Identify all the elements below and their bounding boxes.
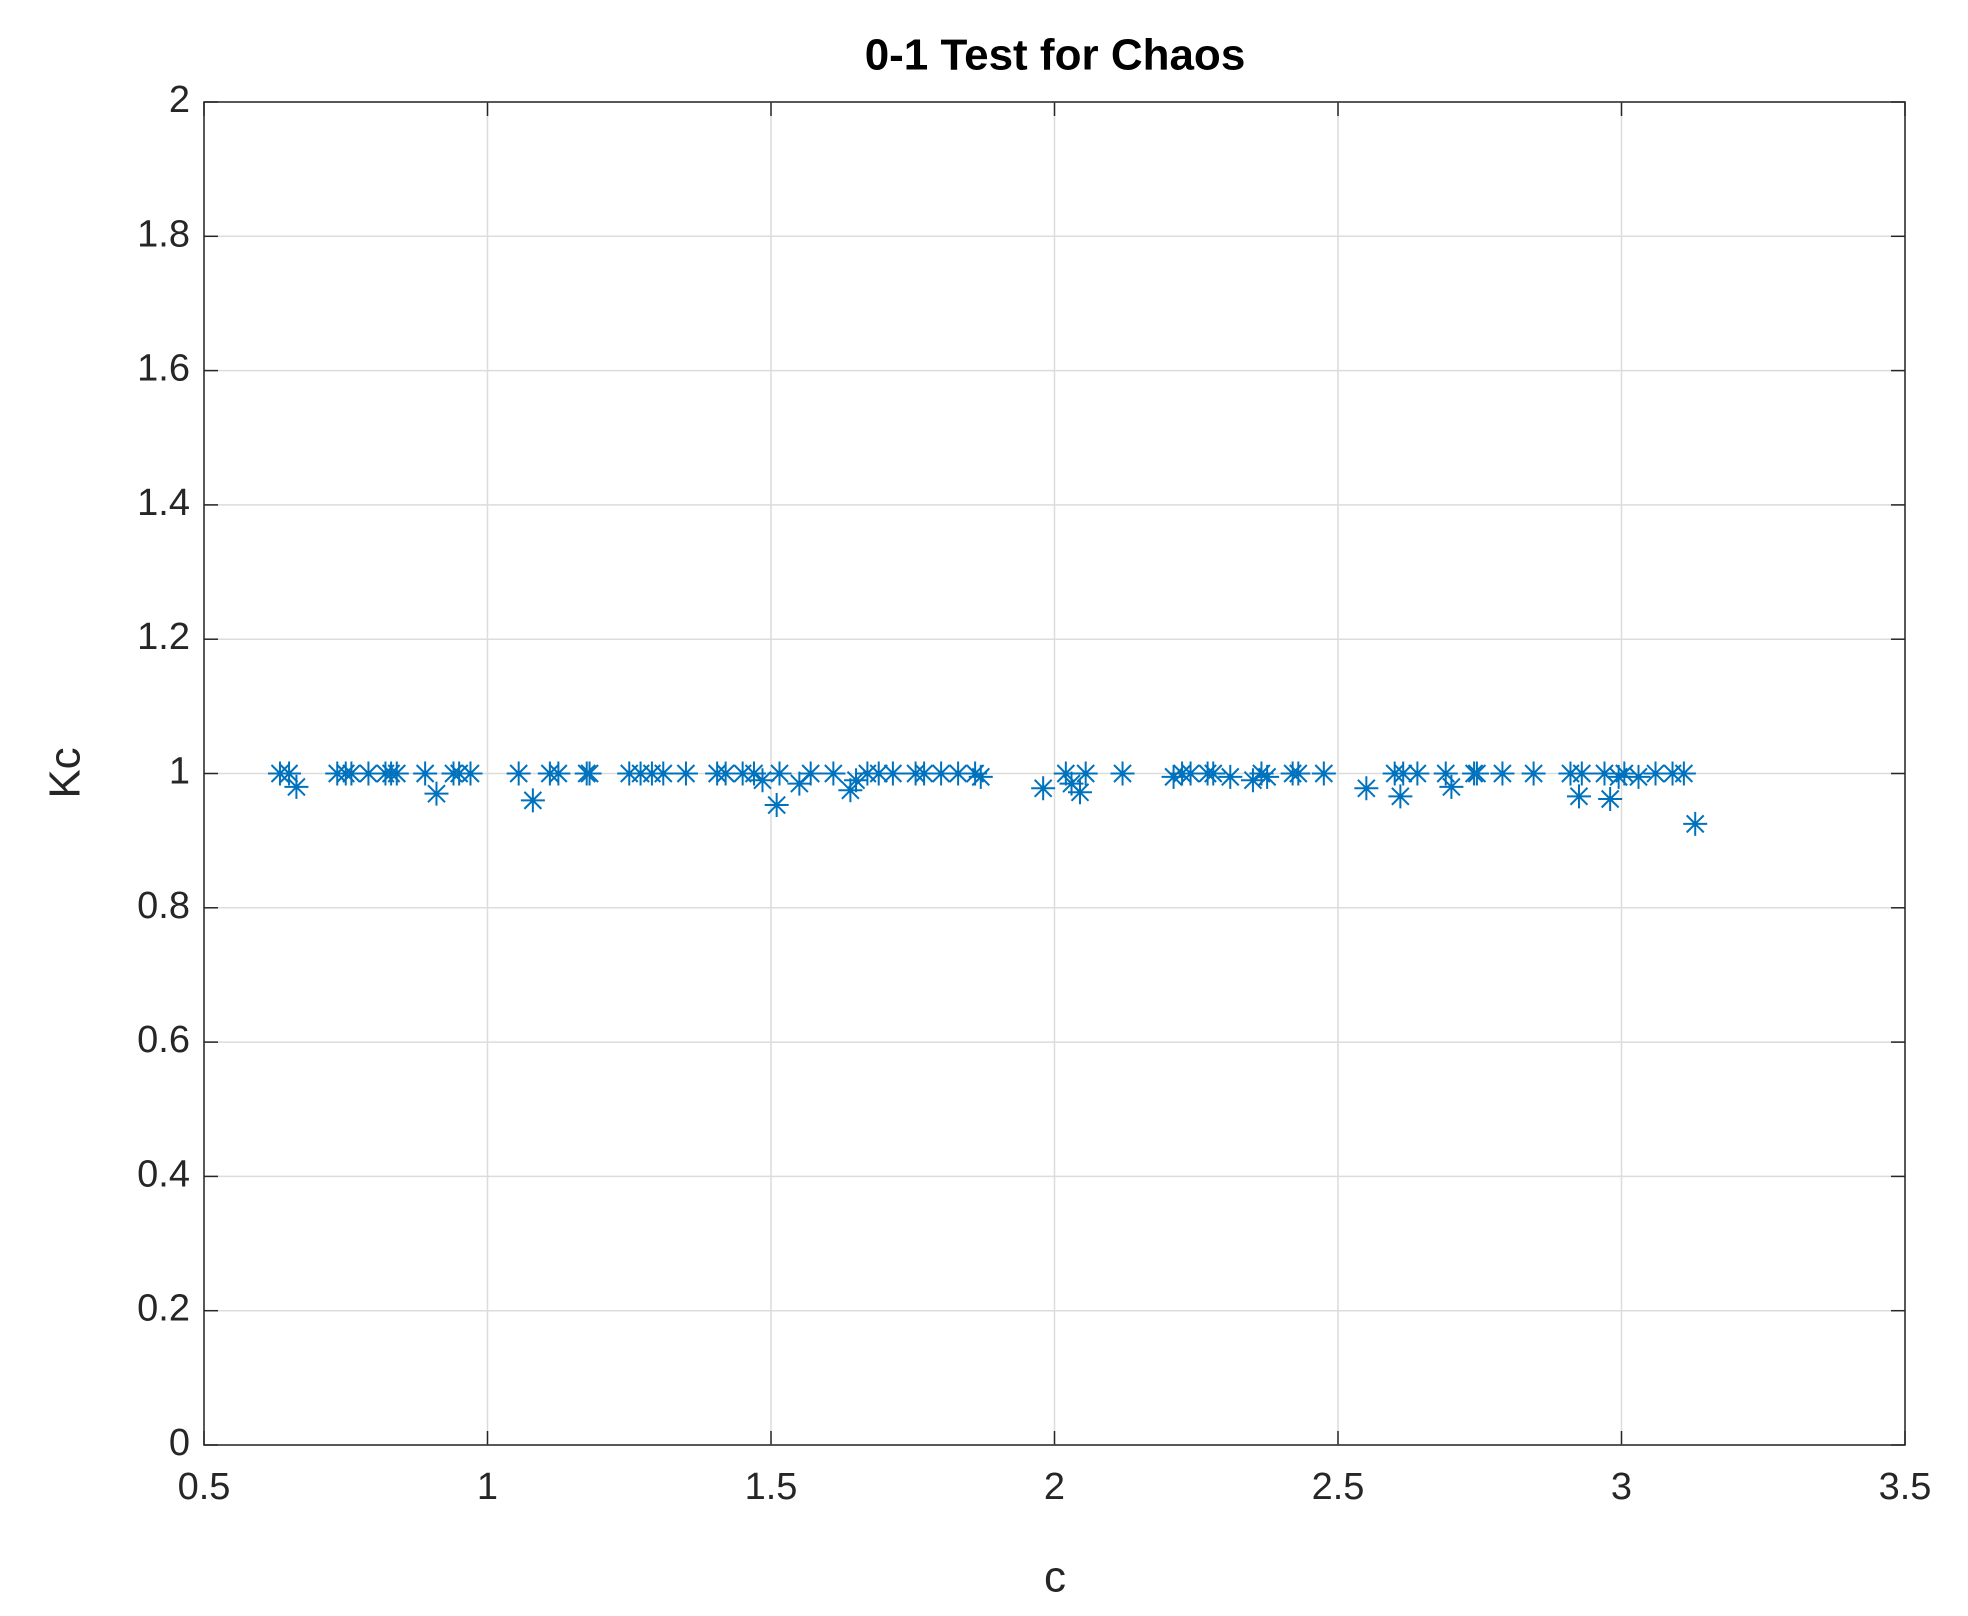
- point: [673, 761, 698, 786]
- point: [764, 793, 789, 818]
- point: [1161, 764, 1186, 789]
- point: [1354, 776, 1379, 801]
- point: [413, 761, 438, 786]
- point: [277, 761, 302, 786]
- point: [1439, 774, 1464, 799]
- y-tick-label: 1.2: [137, 616, 190, 658]
- point: [1566, 784, 1591, 809]
- point: [787, 771, 812, 796]
- x-tick-label: 3.5: [1879, 1466, 1932, 1508]
- y-tick-label: 0: [169, 1422, 190, 1464]
- point: [520, 788, 545, 813]
- point: [356, 761, 381, 786]
- point: [1053, 761, 1078, 786]
- point: [1286, 761, 1311, 786]
- point: [1178, 761, 1203, 786]
- point: [1391, 761, 1416, 786]
- point: [1521, 761, 1546, 786]
- point: [1201, 761, 1226, 786]
- point: [1598, 787, 1623, 812]
- point: [506, 761, 531, 786]
- point: [1433, 761, 1458, 786]
- point: [750, 768, 775, 793]
- point: [968, 764, 993, 789]
- y-tick-label: 0.8: [137, 885, 190, 927]
- point: [838, 778, 863, 803]
- y-tick-label: 0.6: [137, 1019, 190, 1061]
- x-tick-label: 2.5: [1312, 1466, 1365, 1508]
- y-tick-label: 2: [169, 79, 190, 121]
- point: [866, 761, 891, 786]
- x-tick-label: 0.5: [178, 1466, 231, 1508]
- point: [1626, 764, 1651, 789]
- point: [1643, 761, 1668, 786]
- point: [1249, 761, 1274, 786]
- point: [946, 761, 971, 786]
- point: [1683, 811, 1708, 836]
- point: [384, 761, 409, 786]
- x-tick-label: 2: [1044, 1466, 1065, 1508]
- point: [963, 761, 988, 786]
- point: [339, 761, 364, 786]
- point: [713, 761, 738, 786]
- point: [458, 761, 483, 786]
- axes-box: [203, 101, 1906, 1446]
- x-tick-label: 1.5: [745, 1466, 798, 1508]
- point: [1464, 761, 1489, 786]
- x-tick-label: 1: [477, 1466, 498, 1508]
- x-tick-label: 3: [1611, 1466, 1632, 1508]
- point: [1068, 780, 1093, 805]
- point: [741, 761, 766, 786]
- y-tick-label: 1: [169, 751, 190, 793]
- point: [424, 781, 449, 806]
- point: [1606, 764, 1631, 789]
- chart-title: 0-1 Test for Chaos: [865, 31, 1246, 80]
- y-tick-label: 1.6: [137, 348, 190, 390]
- point: [651, 761, 676, 786]
- y-tick-label: 1.4: [137, 482, 190, 524]
- point: [798, 761, 823, 786]
- point: [844, 768, 869, 793]
- point: [929, 761, 954, 786]
- point: [1110, 761, 1135, 786]
- point: [1405, 761, 1430, 786]
- y-axis-label: Kc: [41, 747, 90, 798]
- point: [1255, 764, 1280, 789]
- point: [880, 761, 905, 786]
- point: [1240, 768, 1265, 793]
- y-tick-label: 1.8: [137, 213, 190, 255]
- point: [912, 761, 937, 786]
- x-axis-label: c: [1044, 1553, 1066, 1602]
- point: [577, 761, 602, 786]
- point: [1490, 761, 1515, 786]
- point: [1671, 761, 1696, 786]
- point: [1218, 764, 1243, 789]
- point: [1388, 784, 1413, 809]
- y-tick-label: 0.2: [137, 1288, 190, 1330]
- point: [1592, 761, 1617, 786]
- point: [1311, 761, 1336, 786]
- point: [1073, 761, 1098, 786]
- point: [546, 761, 571, 786]
- point: [767, 761, 792, 786]
- point: [284, 774, 309, 799]
- point: [1612, 761, 1637, 786]
- point: [821, 761, 846, 786]
- point: [1059, 771, 1084, 796]
- y-tick-label: 0.4: [137, 1153, 190, 1195]
- point: [1569, 761, 1594, 786]
- point: [1031, 776, 1056, 801]
